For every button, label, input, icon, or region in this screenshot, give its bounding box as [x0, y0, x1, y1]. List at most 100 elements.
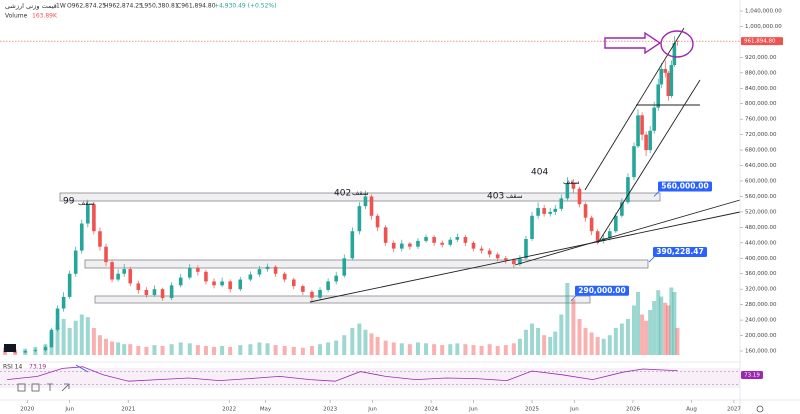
candle-body [273, 266, 278, 274]
y-tick-label: 480,000.00 [745, 225, 777, 231]
volume-label: Volume [5, 13, 28, 20]
y-tick-label: 840,000.00 [745, 86, 777, 92]
candle-body [577, 188, 582, 205]
candle-body [169, 285, 174, 299]
volume-bar [542, 335, 547, 355]
highlight-circle [660, 30, 694, 58]
rsi-badge [741, 371, 763, 379]
x-tick-label: Jun [569, 407, 579, 413]
volume-bar [625, 319, 630, 355]
peak-number: 99 [63, 197, 75, 207]
volume-bar [291, 346, 296, 355]
volume-bar [212, 346, 217, 355]
candle-body [318, 289, 322, 298]
candle-body [187, 267, 192, 278]
rsi-badge-text: 73.19 [744, 373, 760, 379]
volume-bar [640, 314, 645, 355]
volume-bar [369, 333, 374, 355]
volume-bar [73, 320, 78, 355]
volume-bar [228, 346, 233, 355]
candle-body [342, 258, 347, 276]
volume-bar [565, 283, 570, 355]
y-tick-label: 640,000.00 [745, 163, 777, 169]
candle-body [652, 107, 656, 131]
candle-body [282, 273, 287, 280]
volume-bar [399, 343, 404, 355]
x-tick-label: Aug [686, 407, 697, 413]
candle-body [424, 237, 428, 241]
y-tick-label: 1,000,000.00 [745, 24, 782, 30]
y-tick-label: 160,000.00 [745, 349, 777, 355]
settings[interactable] [756, 405, 764, 413]
volume-bar [424, 343, 429, 355]
candle-body [116, 273, 120, 280]
rsi-label: RSI 14 [3, 364, 22, 371]
callout-label: 560,000.00 [661, 181, 708, 190]
volume-bar [487, 344, 492, 355]
volume-bar [300, 347, 305, 355]
candle-body [265, 266, 270, 270]
marks [3, 36, 680, 355]
volume-bar [530, 323, 535, 355]
callout-label: 290,000.00 [578, 286, 625, 295]
candle-body [672, 43, 677, 66]
tool-select[interactable] [31, 383, 40, 392]
volume-bar [342, 335, 347, 355]
candle-body [301, 286, 305, 292]
volume-bar [669, 287, 674, 355]
volume-bar [631, 305, 636, 355]
y-tick-label: 360,000.00 [745, 271, 777, 277]
candle-body [432, 237, 436, 243]
volume-bar [265, 343, 270, 355]
volume-bar [220, 346, 225, 355]
candle-body [391, 242, 396, 249]
volume-bar [553, 331, 558, 355]
interval: 1W [56, 3, 66, 10]
rsi-arrow [75, 364, 89, 373]
candle-body [400, 243, 404, 249]
volume-bar [652, 301, 657, 355]
logo[interactable] [4, 344, 16, 352]
candle-body [49, 329, 54, 348]
tool-rect[interactable] [17, 383, 26, 392]
rsi-band [0, 368, 740, 388]
volume-bar [144, 346, 149, 355]
callout-box [653, 247, 707, 258]
candle-body [548, 211, 553, 214]
volume-bar [663, 302, 668, 355]
arrow [604, 31, 662, 55]
y-tick-label: 240,000.00 [745, 318, 777, 324]
candle-body [98, 231, 102, 247]
candle-body [257, 269, 262, 275]
volume-value: 163.89K [32, 13, 58, 20]
y-tick-label: 520,000.00 [745, 209, 777, 215]
callout-pointer [648, 255, 656, 263]
y-tick-label: 600,000.00 [745, 179, 777, 185]
candle-body [479, 248, 484, 251]
candle-body [334, 275, 338, 282]
candle-body [448, 239, 453, 245]
toolbar[interactable] [17, 383, 70, 392]
volume-bar [248, 344, 253, 355]
candle-body [375, 215, 380, 228]
volume-bar [455, 343, 460, 355]
x-tick-label: 2024 [424, 407, 438, 413]
x-tick-label: May [260, 407, 272, 413]
volume-bar [350, 328, 355, 355]
tool-arrow[interactable] [61, 383, 70, 392]
volume-bar [463, 344, 468, 355]
ohlc-high: H962,874.25 [104, 3, 143, 10]
volume-bar [448, 344, 453, 355]
candle-body [220, 281, 224, 286]
candle-body [152, 289, 157, 295]
volume-bar [675, 328, 680, 355]
volume-bar [104, 338, 109, 355]
candle-body [559, 198, 564, 209]
volume-bar [589, 332, 594, 355]
tool-text[interactable] [47, 383, 53, 391]
candle-body [33, 350, 38, 352]
candle-body [675, 40, 680, 42]
candle-body [160, 289, 165, 299]
ohlc-change: +4,930.49 (+0.52%) [214, 3, 276, 10]
candle-body [659, 68, 664, 85]
